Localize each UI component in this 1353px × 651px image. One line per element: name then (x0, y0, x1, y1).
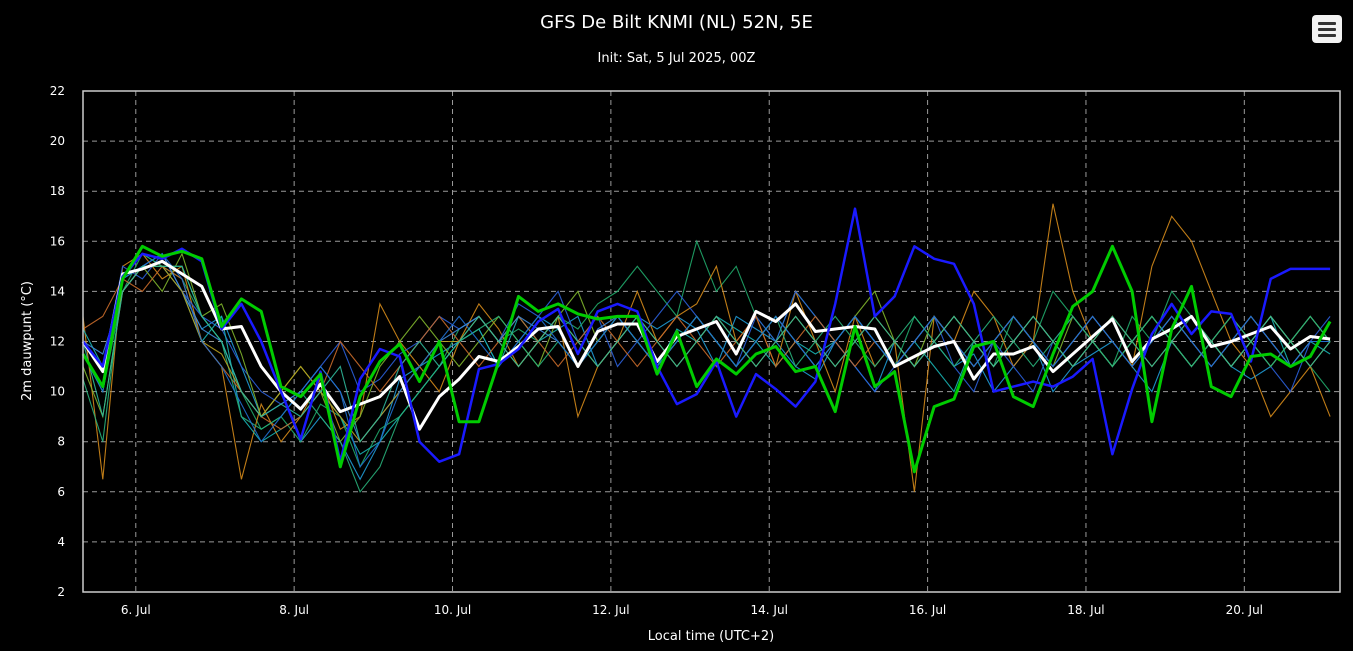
hamburger-menu-icon-bar (1318, 28, 1336, 31)
y-tick-label: 20 (50, 134, 65, 148)
x-tick-label: 18. Jul (1067, 603, 1104, 617)
operational-run-line (82, 207, 1331, 463)
chart-title: GFS De Bilt KNMI (NL) 52N, 5E (540, 12, 813, 33)
y-tick-label: 22 (50, 84, 65, 98)
y-tick-label: 16 (50, 234, 65, 248)
x-tick-label: 8. Jul (279, 603, 309, 617)
ensemble-member-line (82, 265, 1331, 443)
hamburger-menu-icon (1318, 22, 1336, 25)
control-run-line (81, 244, 1332, 474)
hamburger-menu-icon-bar (1318, 34, 1336, 37)
y-axis-ticks: 2 4 6 8 10 12 14 16 18 20 22 (50, 84, 65, 599)
y-tick-label: 4 (57, 535, 65, 549)
x-axis-ticks: 6. Jul 8. Jul 10. Jul 12. Jul 14. Jul 16. Jul… (121, 603, 1263, 617)
x-axis-title: Local time (UTC+2) (648, 629, 774, 644)
y-tick-label: 18 (50, 184, 65, 198)
x-tick-label: 10. Jul (434, 603, 471, 617)
x-tick-label: 20. Jul (1226, 603, 1263, 617)
y-tick-label: 10 (50, 385, 65, 399)
y-axis-title: 2m dauwpunt (°C) (20, 281, 35, 401)
x-tick-label: 16. Jul (909, 603, 946, 617)
chart-context-menu-button[interactable] (1312, 15, 1342, 43)
x-tick-label: 14. Jul (751, 603, 788, 617)
y-tick-label: 2 (57, 585, 65, 599)
chart-subtitle: Init: Sat, 5 Jul 2025, 00Z (597, 51, 756, 66)
y-tick-label: 14 (50, 284, 65, 298)
x-tick-label: 6. Jul (121, 603, 151, 617)
y-tick-label: 6 (57, 485, 65, 499)
x-tick-label: 12. Jul (592, 603, 629, 617)
y-tick-label: 12 (50, 335, 65, 349)
main-series (81, 207, 1332, 474)
plot-border (82, 90, 1341, 593)
y-tick-label: 8 (57, 435, 65, 449)
ensemble-mean-line (81, 259, 1331, 431)
